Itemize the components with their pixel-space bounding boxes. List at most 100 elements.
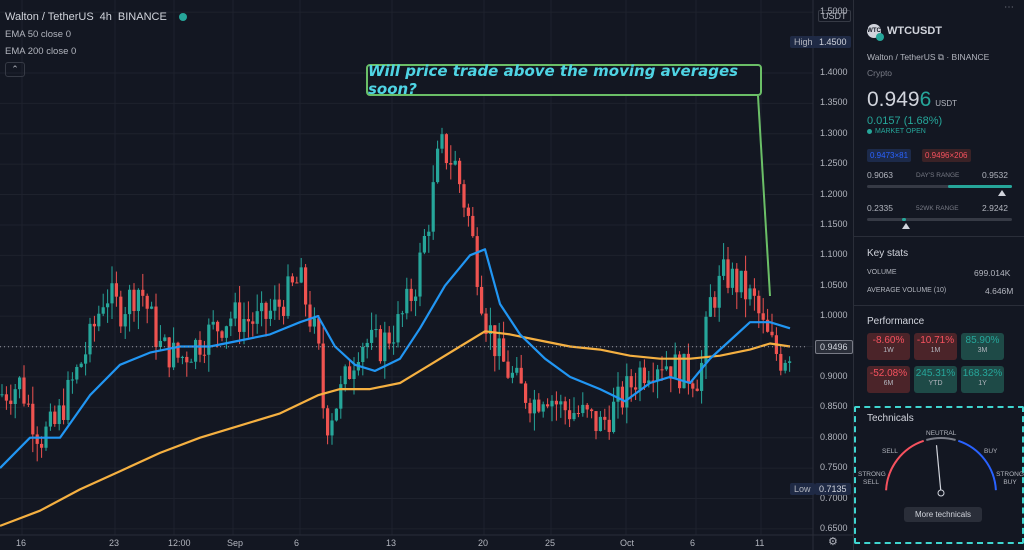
candle-body [374,329,378,331]
candle-body [453,160,457,165]
candle-body [436,148,440,183]
candle-body [110,283,114,304]
symbol-name[interactable]: WTCUSDT [887,25,942,37]
candle-body [352,370,356,380]
candle-body [440,134,444,149]
candle-body [167,337,171,368]
performance-cell[interactable]: 168.32% 1Y [961,366,1004,393]
low-tag-value: 0.7135 [815,483,851,496]
performance-cell[interactable]: 85.90% 3M [961,333,1004,360]
days-low: 0.9063 [867,170,893,180]
candle-body [400,313,404,315]
candle-body [251,321,255,324]
candle-body [766,319,770,332]
candle-body [603,416,607,420]
performance-cell[interactable]: -52.08% 6M [867,366,910,393]
gauge-pivot [937,489,945,497]
candle-body [194,339,198,362]
candle-body [717,275,721,308]
candle-body [348,366,352,380]
candle-body [304,267,308,305]
candle-body [493,325,497,357]
high-tag-label: High [790,35,817,48]
candle-body [132,289,136,312]
panel-menu-icon[interactable]: ⋯ [1004,2,1014,13]
high-tag-value: 1.4500 [815,35,851,48]
candle-body [18,377,22,390]
performance-cell[interactable]: -8.60% 1W [867,333,910,360]
settings-icon[interactable]: ⚙ [828,536,838,548]
performance-value: 245.31% [915,368,956,379]
symbol-title[interactable]: Walton / TetherUS [5,11,94,23]
wtc-logo-icon: WTC [867,24,884,41]
wk52-range-label: 52WK RANGE [916,205,959,212]
collapse-legend-button[interactable]: ⌃ [5,62,25,77]
candle-body [97,313,101,327]
candle-body [761,313,765,320]
price-tick-label: 0.7500 [820,462,848,473]
symbol-details-panel: ⋯ WTC WTCUSDT Walton / TetherUS ⧉ · BINA… [853,0,1024,550]
volume-label: VOLUME [867,269,897,276]
candle-body [13,389,17,404]
time-tick-label: 25 [545,538,556,548]
candle-body [26,403,30,405]
candle-body [317,318,321,344]
chart-area[interactable]: Walton / TetherUS 4h BINANCE EMA 50 clos… [0,0,853,550]
candle-body [414,296,418,301]
candle-body [101,307,105,314]
candle-body [326,408,330,436]
candle-body [180,356,184,358]
avg-volume-value: 4.646M [985,286,1014,296]
price-tick-label: 1.1000 [820,249,848,260]
ema50-legend[interactable]: EMA 50 close 0 [5,29,72,40]
candle-body [242,319,246,332]
candle-body [4,394,8,401]
candle-body [634,387,638,390]
price-chart[interactable] [0,0,853,550]
ema200-legend[interactable]: EMA 200 close 0 [5,46,77,57]
currency-badge[interactable]: USDT [818,10,851,22]
candle-body [620,386,624,408]
gauge-sell-label: SELL [882,448,898,455]
performance-cell[interactable]: 245.31% YTD [914,366,957,393]
performance-period: 6M [883,380,894,387]
candle-body [150,306,154,309]
candle-body [273,299,277,311]
candle-body [246,319,250,322]
candle-body [488,325,492,334]
time-tick-label: 20 [478,538,489,548]
gauge-buy-arc [957,439,997,491]
technicals-gauge [885,437,997,497]
candle-body [722,259,726,276]
pair-name[interactable]: Walton / TetherUS [867,52,936,62]
candle-body [686,353,690,384]
candle-body [84,354,88,364]
candle-body [79,363,83,367]
divider [854,236,1024,237]
candle-body [744,270,748,300]
external-link-icon[interactable]: ⧉ [937,52,947,62]
candle-body [546,404,550,407]
candle-body [22,377,26,404]
performance-title: Performance [867,316,925,327]
legend-title-row: Walton / TetherUS 4h BINANCE [5,11,187,23]
candle-body [563,401,567,411]
candle-body [559,401,563,405]
candle-body [277,299,281,307]
performance-cell[interactable]: -10.71% 1M [914,333,957,360]
candle-body [396,314,400,343]
candle-body [264,302,268,319]
more-technicals-button[interactable]: More technicals [904,507,982,522]
candle-body [471,215,475,237]
candle-body [519,367,523,384]
candle-body [541,404,545,412]
candle-body [572,413,576,420]
candle-body [207,324,211,355]
candle-body [343,366,347,385]
candle-body [576,413,580,415]
candle-body [779,353,783,371]
interval-label[interactable]: 4h [99,11,112,23]
candle-body [752,288,756,296]
performance-period: YTD [928,380,943,387]
gauge-buy-label: BUY [984,448,998,455]
